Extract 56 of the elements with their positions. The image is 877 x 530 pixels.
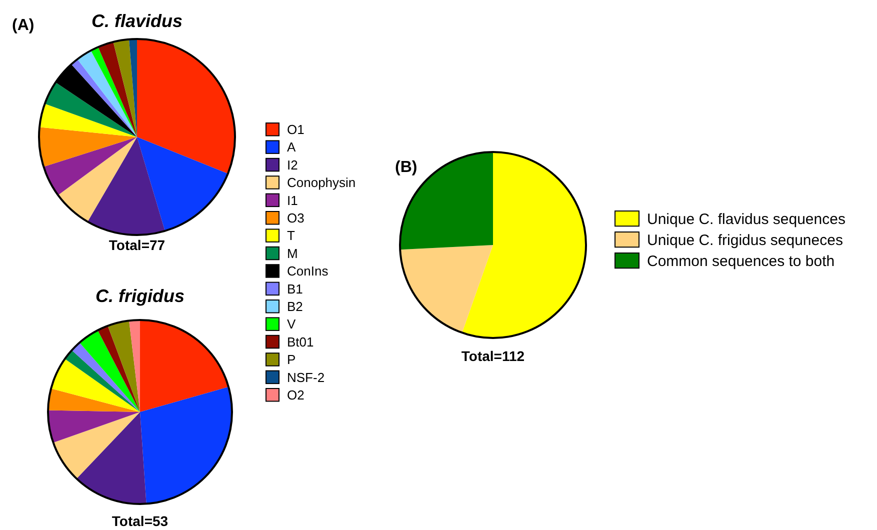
chart-title: C. frigidus: [96, 286, 184, 306]
pie-slice: [80, 330, 140, 412]
pie-slice: [56, 64, 137, 137]
pie-slice: [77, 50, 137, 137]
legend-label: O2: [287, 387, 304, 402]
pie-slice: [72, 342, 140, 412]
legend-label: M: [287, 246, 298, 261]
legend-label: Bt01: [287, 334, 314, 350]
legend-label: Unique C. flavidus sequences: [647, 211, 846, 228]
text: (B): [395, 159, 418, 176]
pie-slice: [400, 245, 493, 333]
pie-slice: [71, 59, 137, 137]
pie-slice: [140, 320, 229, 412]
legend-label: I2: [287, 157, 298, 172]
pie-slice: [51, 358, 140, 412]
pie-slice: [44, 137, 137, 196]
pie-slice: [48, 410, 140, 443]
pie-slice: [90, 47, 137, 137]
pie-slice: [76, 412, 146, 504]
pie-slice: [137, 137, 228, 231]
pie-slice: [137, 39, 235, 174]
pie-slice: [98, 42, 137, 137]
pie-slice: [140, 386, 232, 504]
legend-label: NSF-2: [287, 370, 325, 385]
pie-slice: [98, 326, 140, 412]
legend-label: I1: [287, 192, 298, 208]
pie-slice: [129, 320, 140, 412]
legend-label: A: [287, 140, 296, 155]
text: (A): [12, 17, 34, 34]
pie-slice: [39, 127, 137, 167]
legend-label: Unique C. frigidus sequneces: [647, 232, 843, 250]
legend-label: Conophysin: [287, 175, 356, 190]
pie-slice: [129, 39, 137, 137]
legend-label: O3: [287, 210, 304, 226]
text: Total=112: [461, 348, 525, 364]
legend-label: B1: [287, 281, 303, 296]
pie-slice: [39, 104, 137, 137]
chart-title: C. flavidus: [91, 11, 183, 31]
pie-slice: [88, 137, 165, 235]
legend-label: B2: [287, 298, 303, 314]
text: Total=53: [112, 513, 168, 529]
pie-slice: [113, 39, 137, 137]
pie-slice: [44, 82, 137, 137]
pie-slice: [48, 388, 140, 412]
pie-slice: [64, 350, 140, 412]
legend-label: ConIns: [287, 264, 329, 279]
text: Total=77: [108, 237, 166, 253]
legend-label: T: [287, 228, 295, 244]
pie-slice: [53, 412, 140, 479]
pie-slice: [58, 137, 137, 222]
pie-slice: [108, 320, 140, 412]
pie-slice: [462, 152, 586, 338]
legend-label: V: [287, 316, 296, 332]
legend-label: O1: [287, 122, 304, 137]
legend-label: Common sequences to both: [647, 253, 835, 270]
legend-label: P: [287, 352, 296, 368]
